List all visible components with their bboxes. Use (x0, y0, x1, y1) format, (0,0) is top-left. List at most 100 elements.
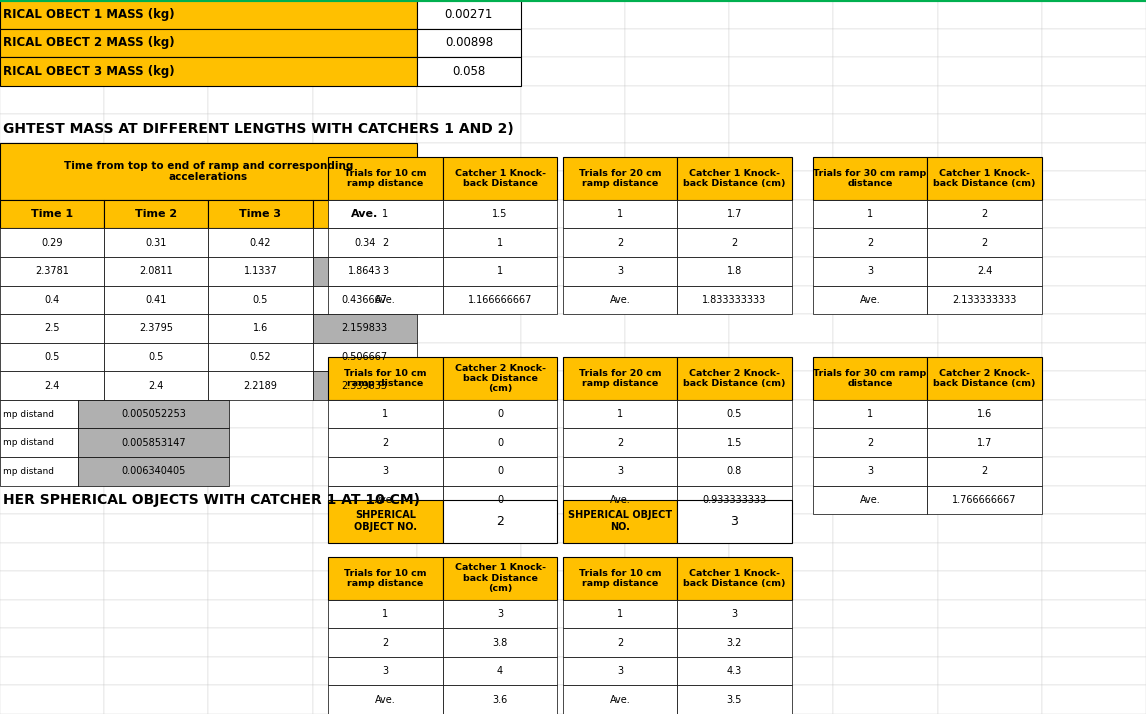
Text: Catcher 1 Knock-
back Distance: Catcher 1 Knock- back Distance (455, 169, 545, 188)
Bar (0, 371, 104, 400)
Bar (729, 286, 833, 314)
Bar (104, 514, 209, 543)
Bar (328, 200, 442, 228)
Text: 1.7: 1.7 (727, 209, 743, 219)
Bar (625, 314, 729, 343)
Bar (937, 428, 1042, 457)
Text: 1: 1 (383, 409, 388, 419)
Text: 3: 3 (617, 666, 623, 676)
Text: Catcher 1 Knock-
back Distance (cm): Catcher 1 Knock- back Distance (cm) (683, 568, 786, 588)
Bar (104, 29, 209, 57)
Bar (313, 371, 417, 400)
Bar (625, 228, 729, 257)
Bar (521, 200, 625, 228)
Bar (313, 200, 417, 228)
Bar (729, 171, 833, 200)
Bar (313, 457, 417, 486)
Text: 0.34: 0.34 (354, 238, 376, 248)
Bar (209, 371, 313, 400)
Bar (313, 143, 417, 171)
Bar (417, 457, 521, 486)
Bar (937, 228, 1042, 257)
Bar (729, 343, 833, 371)
Bar (328, 400, 442, 428)
Bar (833, 343, 937, 371)
Bar (328, 228, 442, 257)
Bar (104, 257, 209, 286)
Bar (833, 486, 937, 514)
Bar (0, 0, 417, 29)
Bar (937, 0, 1042, 29)
Bar (104, 114, 209, 143)
Bar (313, 343, 417, 371)
Text: 3.6: 3.6 (493, 695, 508, 705)
Bar (104, 86, 209, 114)
Text: Trials for 10 cm
ramp distance: Trials for 10 cm ramp distance (344, 368, 426, 388)
Bar (521, 57, 625, 86)
Text: 1.8643: 1.8643 (348, 266, 382, 276)
Bar (417, 600, 521, 628)
Bar (833, 86, 937, 114)
Bar (313, 228, 417, 257)
Bar (1042, 514, 1146, 543)
Bar (813, 400, 927, 428)
Bar (328, 600, 442, 628)
Bar (729, 657, 833, 685)
Text: Time 1: Time 1 (31, 209, 73, 219)
Bar (209, 171, 313, 200)
Bar (78, 428, 229, 457)
Bar (1042, 400, 1146, 428)
Bar (563, 628, 677, 657)
Text: Ave.: Ave. (610, 695, 630, 705)
Text: Catcher 2 Knock-
back Distance (cm): Catcher 2 Knock- back Distance (cm) (683, 368, 786, 388)
Text: 1.5: 1.5 (727, 438, 743, 448)
Bar (729, 543, 833, 571)
Bar (521, 314, 625, 343)
Bar (209, 457, 313, 486)
Bar (813, 357, 927, 400)
Text: RICAL OBECT 1 MASS (kg): RICAL OBECT 1 MASS (kg) (3, 8, 174, 21)
Text: 2: 2 (866, 438, 873, 448)
Bar (833, 286, 937, 314)
Bar (313, 0, 417, 29)
Text: 2: 2 (617, 238, 623, 248)
Text: 2: 2 (383, 638, 388, 648)
Text: 1.166666667: 1.166666667 (468, 295, 532, 305)
Bar (328, 357, 442, 400)
Text: 4: 4 (497, 666, 503, 676)
Bar (937, 400, 1042, 428)
Bar (625, 0, 729, 29)
Bar (313, 400, 417, 428)
Bar (1042, 114, 1146, 143)
Text: 2.0811: 2.0811 (140, 266, 173, 276)
Text: 1.6: 1.6 (253, 323, 268, 333)
Text: 0.4: 0.4 (45, 295, 60, 305)
Bar (729, 114, 833, 143)
Bar (729, 29, 833, 57)
Bar (563, 457, 677, 486)
Bar (729, 200, 833, 228)
Bar (833, 0, 937, 29)
Text: 1.7: 1.7 (976, 438, 992, 448)
Bar (417, 171, 521, 200)
Bar (313, 543, 417, 571)
Text: 3: 3 (617, 266, 623, 276)
Text: 2.4: 2.4 (976, 266, 992, 276)
Text: 0.41: 0.41 (146, 295, 167, 305)
Bar (833, 57, 937, 86)
Bar (1042, 0, 1146, 29)
Bar (521, 571, 625, 600)
Text: SHPERICAL OBJECT
NO.: SHPERICAL OBJECT NO. (567, 511, 672, 532)
Bar (1042, 171, 1146, 200)
Bar (563, 286, 677, 314)
Bar (521, 600, 625, 628)
Bar (313, 86, 417, 114)
Bar (521, 143, 625, 171)
Bar (209, 628, 313, 657)
Bar (813, 286, 927, 314)
Bar (927, 357, 1042, 400)
Bar (1042, 57, 1146, 86)
Text: 0: 0 (497, 495, 503, 505)
Bar (521, 171, 625, 200)
Bar (937, 543, 1042, 571)
